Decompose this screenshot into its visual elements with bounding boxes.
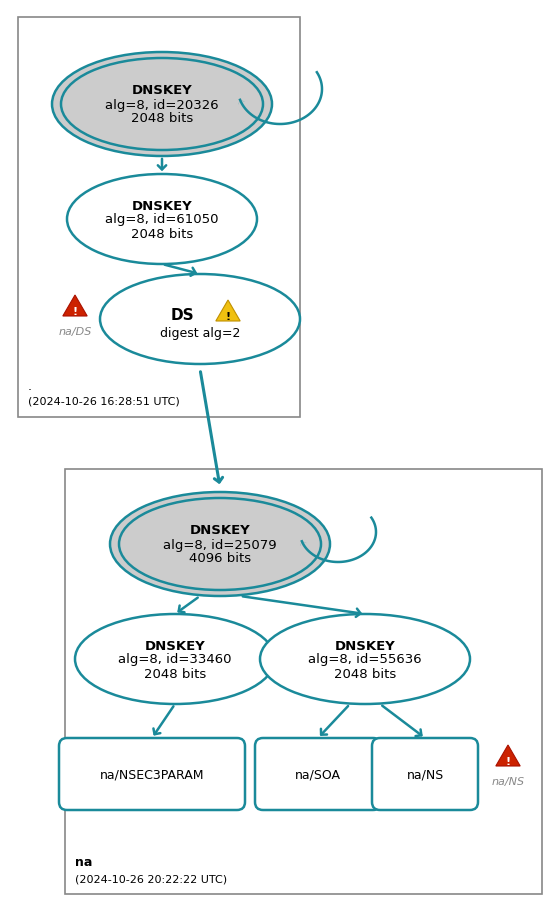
Text: .: . (28, 379, 32, 392)
FancyBboxPatch shape (65, 470, 542, 894)
Text: digest alg=2: digest alg=2 (160, 327, 240, 340)
Text: DNSKEY: DNSKEY (131, 199, 192, 212)
Text: (2024-10-26 16:28:51 UTC): (2024-10-26 16:28:51 UTC) (28, 397, 180, 406)
Polygon shape (496, 745, 520, 766)
FancyBboxPatch shape (372, 738, 478, 811)
Text: na/DS: na/DS (58, 326, 92, 336)
Ellipse shape (110, 493, 330, 596)
FancyBboxPatch shape (18, 18, 300, 417)
Text: DNSKEY: DNSKEY (189, 524, 251, 537)
Text: na/SOA: na/SOA (295, 767, 341, 780)
Text: alg=8, id=55636: alg=8, id=55636 (308, 652, 422, 665)
FancyBboxPatch shape (59, 738, 245, 811)
Text: 2048 bits: 2048 bits (144, 667, 206, 680)
Text: !: ! (505, 756, 511, 766)
Text: DNSKEY: DNSKEY (335, 639, 395, 652)
Text: 2048 bits: 2048 bits (334, 667, 396, 680)
Text: alg=8, id=25079: alg=8, id=25079 (163, 538, 277, 550)
Ellipse shape (119, 498, 321, 590)
Text: na/NS: na/NS (407, 767, 443, 780)
Ellipse shape (61, 59, 263, 151)
Text: !: ! (72, 307, 77, 317)
Text: alg=8, id=20326: alg=8, id=20326 (105, 98, 219, 111)
Text: DNSKEY: DNSKEY (131, 85, 192, 97)
Text: alg=8, id=61050: alg=8, id=61050 (105, 213, 219, 226)
Polygon shape (63, 296, 87, 317)
Text: na/NSEC3PARAM: na/NSEC3PARAM (100, 767, 204, 780)
Text: alg=8, id=33460: alg=8, id=33460 (118, 652, 232, 665)
Ellipse shape (260, 614, 470, 704)
Ellipse shape (52, 53, 272, 157)
Text: DNSKEY: DNSKEY (145, 639, 206, 652)
Text: !: ! (226, 312, 231, 322)
Text: DS: DS (170, 307, 194, 323)
Ellipse shape (100, 275, 300, 365)
Ellipse shape (75, 614, 275, 704)
FancyBboxPatch shape (255, 738, 381, 811)
Text: 2048 bits: 2048 bits (131, 227, 193, 240)
Text: 4096 bits: 4096 bits (189, 552, 251, 565)
Ellipse shape (67, 175, 257, 265)
Text: (2024-10-26 20:22:22 UTC): (2024-10-26 20:22:22 UTC) (75, 873, 227, 883)
Polygon shape (216, 301, 240, 322)
Text: 2048 bits: 2048 bits (131, 112, 193, 125)
Text: na/NS: na/NS (491, 777, 525, 786)
Text: na: na (75, 856, 92, 868)
